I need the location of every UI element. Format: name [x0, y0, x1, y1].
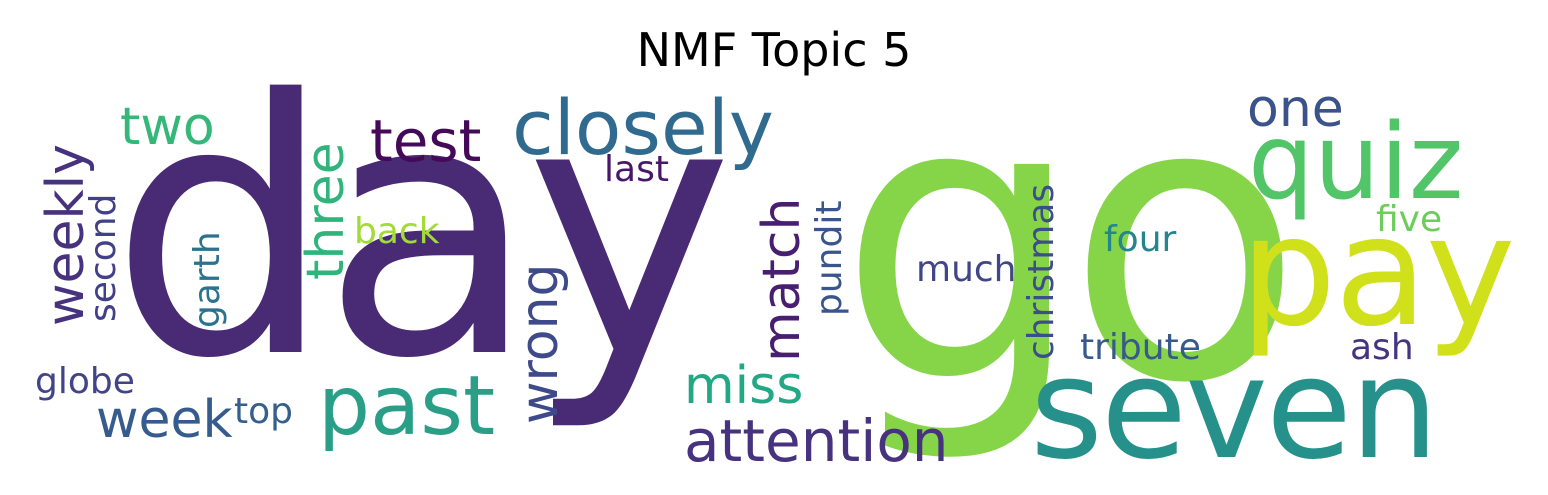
word-seven: seven — [1030, 328, 1439, 491]
word-past: past — [318, 359, 496, 454]
word-day: day — [110, 26, 733, 436]
word-two: two — [120, 97, 215, 157]
word-pundit: pundit — [809, 200, 850, 316]
chart-title: NMF Topic 5 — [636, 23, 912, 77]
word-back: back — [354, 211, 440, 252]
word-miss: miss — [684, 356, 804, 416]
word-tribute: tribute — [1080, 327, 1201, 368]
word-attention: attention — [684, 407, 949, 475]
word-ash: ash — [1350, 327, 1414, 368]
word-top: top — [234, 391, 293, 432]
word-wrong: wrong — [510, 263, 570, 424]
word-quiz: quiz — [1248, 101, 1464, 223]
word-match: match — [752, 197, 812, 362]
word-week: week — [96, 390, 233, 450]
word-garth: garth — [187, 231, 228, 328]
word-much: much — [916, 249, 1017, 290]
word-go: go — [838, 16, 1304, 468]
word-globe: globe — [35, 361, 135, 402]
word-pay: pay — [1240, 183, 1516, 360]
word-one: one — [1247, 79, 1344, 139]
word-five: five — [1376, 199, 1443, 240]
word-four: four — [1104, 219, 1177, 260]
word-three: three — [296, 142, 356, 280]
word-christmas: christmas — [1021, 183, 1062, 360]
word-closely: closely — [512, 83, 774, 172]
word-test: test — [370, 107, 482, 175]
word-last: last — [604, 149, 669, 190]
word-second: second — [83, 193, 124, 322]
